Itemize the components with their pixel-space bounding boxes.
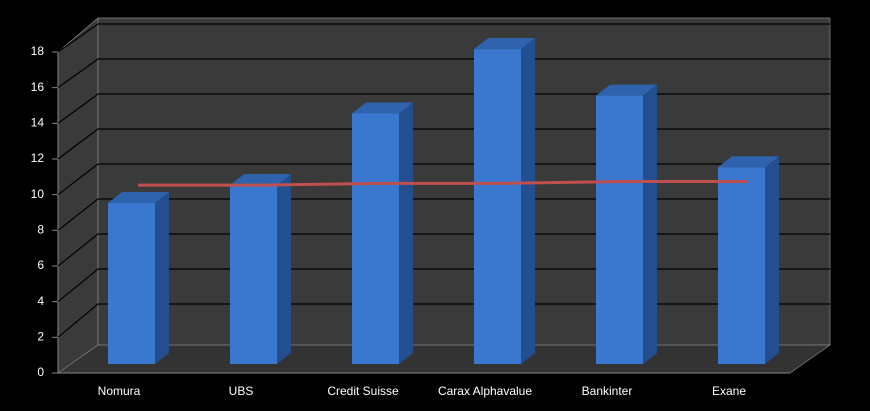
bar-face (230, 185, 277, 364)
bar (474, 38, 535, 365)
y-tick-label: 4 (37, 294, 44, 308)
x-tick-label: Credit Suisse (327, 384, 399, 398)
y-tick-label: 0 (37, 365, 44, 379)
bar-face (155, 192, 169, 364)
left-wall (57, 17, 99, 374)
x-tick-label: Exane (712, 384, 746, 398)
bar-face (521, 38, 535, 365)
grid-line (57, 163, 830, 196)
bar-face (352, 113, 399, 364)
bar-face (718, 156, 779, 168)
grid-line (57, 23, 830, 53)
bar (108, 192, 169, 364)
bar-face (596, 95, 643, 365)
grid-line (57, 58, 830, 89)
bar (230, 174, 291, 364)
bar (352, 102, 413, 365)
bar-face (474, 49, 521, 365)
x-tick-label: Carax Alphavalue (438, 384, 532, 398)
bar-face (108, 192, 169, 203)
y-tick-label: 16 (31, 80, 45, 94)
x-tick-label: UBS (229, 384, 254, 398)
bar-face (108, 203, 155, 364)
x-tick-label: Bankinter (582, 384, 633, 398)
y-tick-label: 2 (37, 330, 44, 344)
grid-line (57, 268, 830, 303)
bar-face (474, 38, 535, 50)
bar-face (596, 84, 657, 96)
y-tick-label: 6 (37, 258, 44, 272)
grid-line (57, 128, 830, 160)
floor (56, 344, 832, 374)
bar-face (277, 174, 291, 364)
bar-face (765, 156, 779, 364)
y-tick-label: 14 (31, 116, 45, 130)
bar-face (352, 102, 413, 114)
bar (596, 84, 657, 365)
y-tick-label: 8 (37, 223, 44, 237)
y-tick-label: 12 (31, 151, 45, 165)
grid-line (57, 233, 830, 267)
y-tick-label: 10 (31, 187, 45, 201)
x-tick-label: Nomura (98, 384, 141, 398)
y-tick-label: 18 (31, 44, 45, 58)
line (138, 180, 748, 187)
grid-line (57, 93, 830, 124)
bar (718, 156, 779, 364)
bar-face (230, 174, 291, 186)
bar-face (643, 84, 657, 365)
grid-line (57, 303, 830, 338)
grid-line (57, 198, 830, 231)
bar-face (399, 102, 413, 365)
bar-face (718, 167, 765, 364)
